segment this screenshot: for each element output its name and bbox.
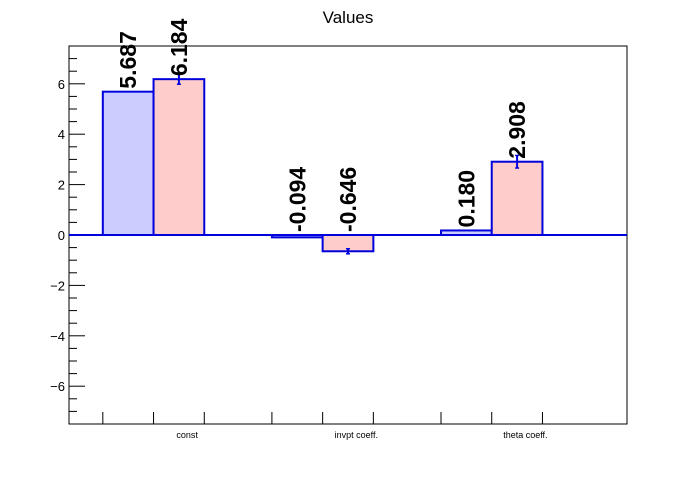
y-tick-label: 4 [58, 127, 65, 142]
y-tick-label: −6 [50, 379, 65, 394]
data-label: 5.687 [115, 31, 141, 89]
y-tick-label: −2 [50, 278, 65, 293]
data-label: 0.180 [453, 170, 479, 228]
y-tick-label: 0 [58, 228, 65, 243]
x-tick-label: const [176, 430, 198, 440]
chart-title: Values [323, 8, 374, 27]
y-tick-label: 6 [58, 77, 65, 92]
data-label: 6.184 [166, 18, 192, 76]
data-label: 2.908 [504, 101, 530, 159]
data-label: -0.094 [284, 167, 310, 232]
plot-area: −6 −4 −2 0 2 4 6 const invpt coeff. theta coeff. 5… [50, 18, 628, 440]
x-tick-label: theta coeff. [503, 430, 547, 440]
data-label: -0.646 [335, 167, 361, 232]
bar [152, 78, 206, 237]
y-tick-label: −4 [50, 329, 65, 344]
bar [490, 160, 544, 236]
bar [101, 90, 155, 236]
x-tick-label: invpt coeff. [335, 430, 378, 440]
y-tick-label: 2 [58, 178, 65, 193]
